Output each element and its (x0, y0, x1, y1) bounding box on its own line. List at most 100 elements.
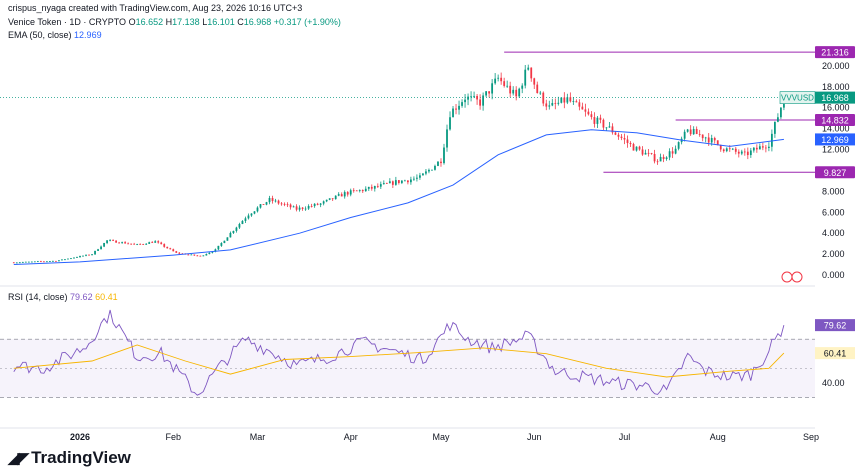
horizontal-levels (0, 51, 815, 173)
candle-body (557, 102, 560, 104)
rsi-value: 79.62 (70, 292, 93, 302)
rsi-value-tag-label: 79.62 (824, 321, 847, 331)
candle-body (46, 261, 48, 263)
candle-body (73, 257, 75, 259)
candle-body (443, 147, 445, 164)
candle-body (476, 95, 478, 100)
candle-body (33, 261, 36, 263)
candle-body (491, 83, 494, 94)
rsi-ma-value: 60.41 (95, 292, 118, 302)
candle-body (515, 89, 518, 97)
candle-body (770, 133, 773, 147)
price-tick-label: 18.000 (822, 82, 850, 92)
candle-body (328, 198, 331, 200)
change-value: +0.317 (+1.90%) (273, 17, 341, 27)
candlestick-series (12, 64, 785, 264)
candle-body (199, 255, 202, 257)
tradingview-logo[interactable]: ◢◤ TradingView (8, 448, 131, 468)
candle-body (70, 258, 72, 260)
open-value: 16.652 (135, 17, 164, 27)
candle-body (193, 254, 196, 256)
candle-body (656, 161, 659, 163)
candle-body (217, 245, 220, 250)
candle-body (422, 173, 424, 176)
candle-body (653, 153, 656, 162)
candle-body (238, 223, 241, 228)
candle-body (27, 261, 30, 263)
candle-body (650, 153, 653, 154)
candle-body (58, 260, 60, 262)
candle-body (346, 192, 349, 195)
candle-body (503, 81, 506, 86)
candle-body (55, 260, 57, 262)
candle-body (737, 151, 740, 154)
candle-body (67, 258, 69, 260)
candle-body (647, 152, 650, 154)
close-value: 16.968 (243, 17, 272, 27)
candle-body (767, 146, 770, 148)
candle-body (61, 259, 63, 261)
candle-body (400, 180, 403, 183)
candle-body (367, 186, 370, 189)
candle-body (638, 146, 641, 150)
candle-body (677, 142, 680, 149)
candle-body (18, 262, 21, 264)
candle-body (494, 78, 497, 84)
candle-body (518, 88, 521, 97)
candle-body (434, 165, 436, 170)
candle-body (659, 156, 662, 162)
candle-body (322, 201, 325, 204)
candle-body (64, 259, 66, 261)
candle-body (100, 246, 102, 250)
candle-body (36, 261, 39, 263)
time-tick-label: Jul (619, 432, 631, 442)
candle-body (524, 69, 527, 86)
candle-body (313, 203, 316, 207)
candle-body (121, 242, 124, 244)
ema-path (13, 129, 784, 265)
candle-body (506, 85, 509, 87)
candle-body (295, 206, 298, 210)
tradingview-logo-icon: ◢◤ (8, 450, 29, 467)
candle-body (118, 242, 121, 244)
candle-body (719, 144, 722, 150)
candle-body (94, 250, 96, 255)
candle-body (587, 111, 590, 115)
candle-body (106, 240, 108, 243)
time-tick-label: Jun (527, 432, 542, 442)
level-tag-label: 9.827 (824, 168, 847, 178)
candle-body (536, 84, 539, 93)
candle-body (704, 137, 707, 139)
candle-body (127, 243, 130, 245)
candle-body (593, 117, 596, 124)
low-value: 16.101 (207, 17, 235, 27)
candle-body (196, 255, 199, 257)
ema-tag (815, 133, 855, 146)
candle-body (286, 204, 289, 206)
candle-body (665, 157, 668, 159)
candle-body (629, 143, 632, 145)
time-tick-label: Mar (250, 432, 266, 442)
time-tick-label: Apr (344, 432, 358, 442)
time-axis: 2026 Feb Mar Apr May Jun Jul Aug Sep (70, 432, 819, 442)
candle-body (358, 190, 361, 191)
candle-body (575, 101, 578, 103)
candle-body (21, 262, 24, 263)
candle-body (394, 180, 397, 185)
candle-body (385, 183, 388, 184)
symbol-line: Venice Token · 1D · CRYPTO (8, 17, 127, 27)
candle-body (599, 117, 602, 120)
candle-body (479, 99, 481, 106)
candle-body (722, 149, 725, 152)
candle-body (166, 246, 169, 249)
candle-body (157, 241, 160, 243)
rsi-ma-line (13, 344, 785, 378)
candle-body (247, 215, 250, 219)
candle-body (752, 147, 755, 151)
rsi-tick-label: 40.00 (822, 378, 845, 388)
candle-body (97, 249, 99, 251)
candle-body (115, 240, 118, 243)
candle-body (710, 138, 713, 143)
candle-body (337, 194, 340, 196)
